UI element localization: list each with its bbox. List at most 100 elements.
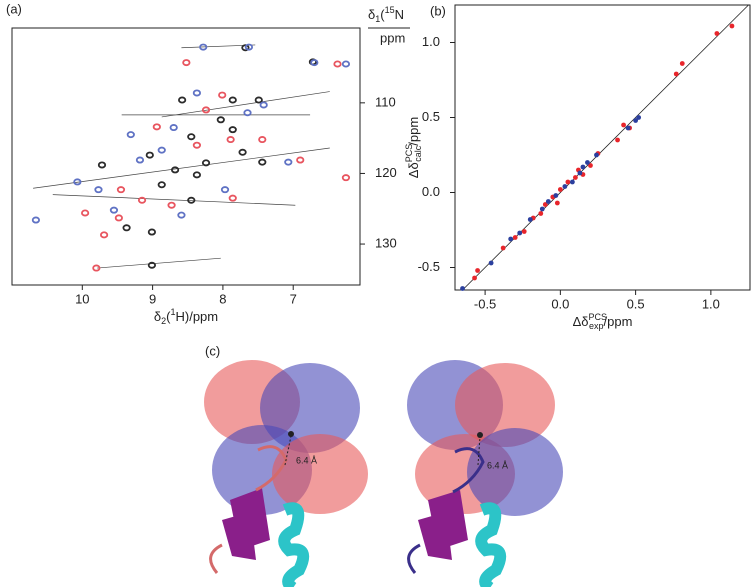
identity-line: [462, 4, 749, 291]
point: [615, 137, 620, 143]
peak: [145, 151, 154, 159]
label-part: N: [395, 7, 404, 22]
peak: [341, 174, 351, 182]
point: [562, 184, 568, 189]
peak: [97, 161, 107, 169]
label-part: 1: [375, 14, 380, 24]
peak: [169, 124, 178, 132]
label-part: /ppm: [604, 314, 633, 329]
peak: [31, 216, 41, 224]
point: [521, 229, 527, 234]
peak: [244, 43, 254, 51]
peak: [135, 156, 145, 164]
label-part: Δδ: [406, 162, 421, 178]
peak: [216, 116, 225, 124]
peak: [284, 158, 293, 166]
peak: [94, 186, 103, 194]
peak: [122, 224, 131, 232]
label-part: 15: [385, 5, 395, 15]
peak: [238, 148, 247, 156]
point: [557, 187, 563, 192]
peak: [192, 89, 201, 97]
peak: [243, 109, 252, 117]
peak: [192, 141, 201, 149]
point: [554, 200, 560, 206]
helix: [475, 502, 507, 587]
point: [460, 286, 465, 291]
label-part: δ: [154, 309, 161, 324]
loop: [407, 447, 485, 574]
point: [679, 61, 685, 66]
peak: [177, 211, 186, 219]
point: [539, 206, 545, 212]
distance: [477, 436, 481, 466]
y-tick-label: 120: [375, 165, 397, 180]
peak: [254, 96, 263, 104]
point: [633, 118, 639, 123]
peak-connector: [52, 194, 296, 206]
structure-right: [407, 360, 563, 587]
y-tick-label: 110: [375, 94, 396, 109]
peak: [137, 196, 147, 204]
plot-frame: [454, 4, 751, 291]
point: [573, 175, 578, 180]
point: [538, 211, 544, 216]
peak: [99, 231, 109, 239]
structure-left: [204, 360, 368, 587]
point: [594, 152, 599, 158]
x-tick-label: 9: [149, 291, 156, 306]
axis-label: ΔδPCScalc/ppm: [404, 117, 423, 178]
peak: [218, 91, 227, 99]
point: [545, 199, 551, 204]
peak: [226, 136, 235, 144]
label-part: exp: [589, 321, 604, 331]
peak: [147, 228, 157, 236]
peak: [187, 133, 196, 141]
peak: [116, 186, 126, 194]
peak: [92, 264, 101, 272]
peak: [73, 178, 82, 186]
distance-label: 6.4 Å: [487, 460, 508, 470]
point: [636, 115, 642, 120]
peak-connector: [97, 257, 221, 269]
metal-site: [288, 431, 294, 437]
x-tick-label: 7: [290, 291, 297, 306]
x-tick-label: 0.0: [551, 296, 569, 311]
peak: [157, 181, 166, 189]
point: [588, 163, 593, 168]
isosurface: [272, 434, 368, 514]
point: [577, 170, 583, 176]
axis-label: ΔδPCS exp/ppm: [573, 312, 633, 331]
peak: [228, 126, 237, 134]
point: [488, 260, 494, 266]
peak: [171, 166, 180, 174]
label-part: 2: [161, 316, 166, 326]
label-part: Δδ: [573, 314, 589, 329]
isosurface: [467, 428, 563, 516]
point: [673, 71, 679, 77]
peak: [201, 106, 211, 114]
peak: [109, 206, 119, 214]
label-part: H)/ppm: [176, 309, 219, 324]
peak: [333, 60, 342, 68]
beta-sheet: [222, 488, 270, 560]
metal-site: [477, 432, 483, 438]
peak: [147, 261, 157, 269]
distance-label: 6.4 Å: [296, 455, 317, 465]
peak: [258, 136, 267, 144]
peak: [182, 59, 191, 67]
y-tick-label: -0.5: [418, 259, 440, 274]
helix: [278, 502, 310, 587]
x-tick-label: 0.5: [627, 296, 645, 311]
x-tick-label: 8: [219, 291, 226, 306]
y-tick-label: 0.5: [422, 109, 440, 124]
peak: [192, 171, 201, 179]
peak: [199, 43, 208, 51]
axis-label-unit: ppm: [380, 30, 405, 45]
point: [565, 179, 571, 185]
peak: [341, 60, 351, 68]
plot-frame: [11, 27, 361, 286]
axis-label: δ1(15N: [368, 5, 404, 24]
point: [569, 179, 575, 185]
point: [500, 245, 506, 251]
